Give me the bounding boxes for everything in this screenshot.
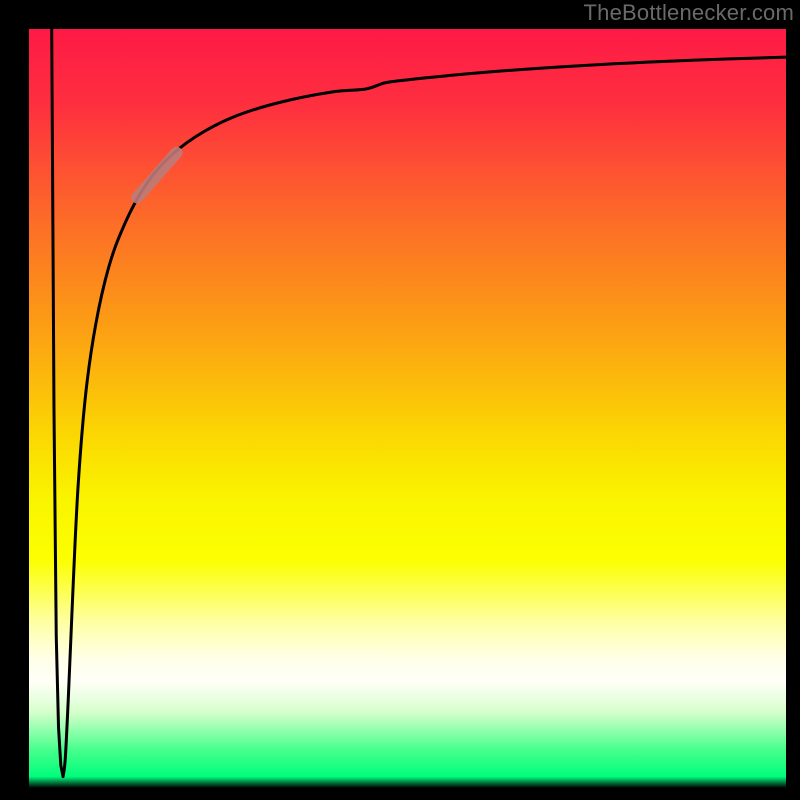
chart-canvas: TheBottlenecker.com xyxy=(0,0,800,800)
highlight-segment-path xyxy=(137,153,176,198)
plot-area xyxy=(29,29,786,788)
down-segment-path xyxy=(52,29,63,777)
curve-layer xyxy=(29,29,786,788)
watermark-text: TheBottlenecker.com xyxy=(584,0,794,26)
